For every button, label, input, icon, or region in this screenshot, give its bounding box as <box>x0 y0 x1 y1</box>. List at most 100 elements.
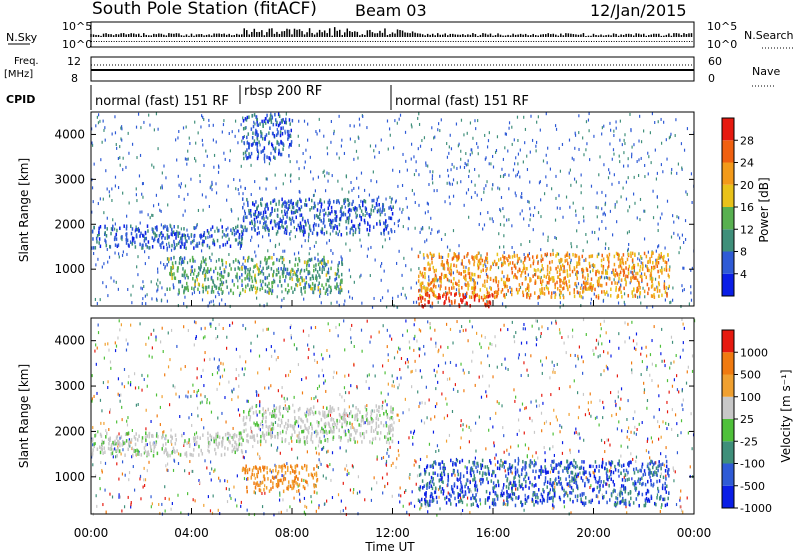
power-point <box>615 288 617 292</box>
power-point <box>540 248 542 252</box>
power-point <box>625 261 627 265</box>
power-point <box>573 294 576 299</box>
velocity-point <box>142 485 144 489</box>
velocity-point <box>250 430 253 434</box>
power-point <box>500 277 503 282</box>
power-point <box>472 272 474 277</box>
power-point <box>256 137 259 141</box>
velocity-point <box>420 419 423 423</box>
power-point <box>278 114 281 119</box>
power-point <box>319 289 321 294</box>
power-point <box>299 213 301 218</box>
power-point <box>265 187 267 191</box>
power-point <box>250 127 253 131</box>
power-point <box>292 268 294 273</box>
power-point <box>315 276 317 280</box>
power-point <box>290 143 292 147</box>
power-point <box>479 212 482 216</box>
nsearch-dot <box>412 41 414 42</box>
power-point <box>443 266 445 271</box>
power-point <box>320 261 323 266</box>
power-point <box>277 130 279 134</box>
power-point <box>173 246 176 251</box>
power-point <box>317 215 319 219</box>
power-point <box>185 239 187 243</box>
power-point <box>114 235 116 240</box>
power-point <box>171 227 173 232</box>
power-point <box>178 261 181 265</box>
velocity-scatter <box>91 318 696 517</box>
velocity-point <box>494 463 497 467</box>
power-point <box>553 278 555 283</box>
power-point <box>117 156 119 160</box>
power-point <box>344 205 346 209</box>
velocity-point <box>510 445 512 449</box>
power-point <box>93 252 95 256</box>
power-point <box>559 284 561 288</box>
velocity-point <box>415 460 417 464</box>
nsearch-dot <box>588 41 590 42</box>
velocity-point <box>104 461 107 465</box>
velocity-point <box>378 330 380 334</box>
power-point <box>605 275 607 279</box>
power-point <box>589 158 591 162</box>
power-point <box>456 282 458 287</box>
power-point <box>259 122 261 126</box>
power-point <box>260 132 263 136</box>
nsearch-dot <box>455 41 457 42</box>
velocity-point <box>316 387 319 391</box>
power-point <box>603 276 606 280</box>
power-point <box>569 261 572 265</box>
power-point <box>496 262 498 266</box>
velocity-point <box>206 398 208 402</box>
velocity-point <box>303 510 305 514</box>
power-point <box>476 281 479 285</box>
power-point <box>665 138 667 142</box>
power-point <box>147 240 150 244</box>
power-point <box>367 222 369 226</box>
power-point <box>201 234 203 238</box>
power-point <box>543 292 546 296</box>
power-point <box>382 204 384 209</box>
power-point <box>323 259 326 263</box>
power-point <box>387 224 389 228</box>
power-point <box>279 217 282 222</box>
power-point <box>248 142 251 147</box>
power-point <box>600 275 603 279</box>
power-point <box>627 164 629 168</box>
power-point <box>225 227 228 232</box>
power-point <box>541 287 543 291</box>
velocity-point <box>624 340 626 344</box>
velocity-point <box>240 504 242 508</box>
power-point <box>673 220 675 224</box>
power-point <box>212 138 215 142</box>
power-point <box>268 162 271 166</box>
nsearch-dot <box>266 41 268 42</box>
power-point <box>551 187 553 191</box>
power-point <box>104 238 106 243</box>
power-point <box>289 276 291 281</box>
power-point <box>688 302 690 306</box>
power-point <box>450 263 452 267</box>
freq-tick-bottom: 8 <box>71 72 78 85</box>
power-point <box>227 184 229 188</box>
power-point <box>464 294 466 298</box>
power-point <box>657 260 660 265</box>
power-point <box>526 154 528 158</box>
power-point <box>407 227 409 231</box>
power-point <box>467 163 469 167</box>
velocity-point <box>392 461 394 465</box>
power-point <box>300 199 302 203</box>
velocity-point <box>199 401 202 405</box>
power-point <box>445 292 448 296</box>
power-point <box>239 291 242 296</box>
power-point <box>493 259 496 264</box>
power-point <box>104 225 106 230</box>
power-point <box>505 305 507 309</box>
power-point <box>246 156 248 161</box>
power-point <box>235 258 237 262</box>
nsearch-dot <box>676 41 678 42</box>
power-point <box>517 170 520 174</box>
power-point <box>145 236 148 241</box>
power-point <box>472 257 474 261</box>
